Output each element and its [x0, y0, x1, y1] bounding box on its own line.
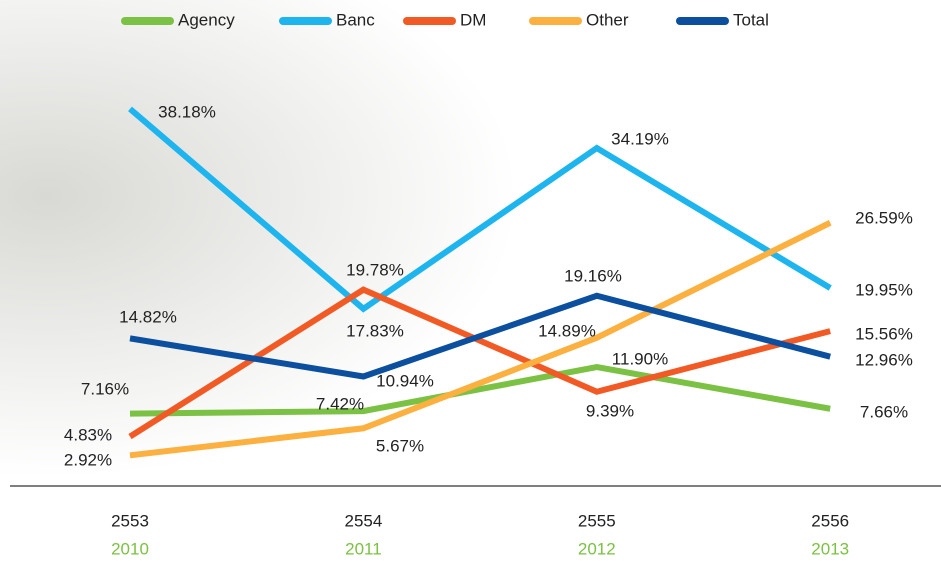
x-tick-label: 2554 — [344, 511, 382, 530]
data-label: 2.92% — [64, 450, 112, 469]
legend-label: DM — [460, 10, 486, 29]
data-label: 19.16% — [564, 266, 622, 285]
data-label: 7.16% — [81, 379, 129, 398]
data-label: 5.67% — [376, 436, 424, 455]
data-label: 17.83% — [346, 321, 404, 340]
legend-label: Agency — [178, 10, 235, 29]
x-tick-label: 2553 — [111, 511, 149, 530]
data-label: 4.83% — [64, 425, 112, 444]
data-label: 10.94% — [376, 371, 434, 390]
data-label: 19.78% — [346, 260, 404, 279]
data-label: 14.89% — [538, 321, 596, 340]
data-label: 14.82% — [119, 307, 177, 326]
series-line — [129, 364, 831, 417]
data-label: 19.95% — [855, 280, 913, 299]
legend-label: Other — [586, 10, 629, 29]
x-tick-label: 2556 — [811, 511, 849, 530]
series-line — [128, 106, 832, 313]
x-tick-label: 2555 — [578, 511, 616, 530]
data-label: 12.96% — [855, 350, 913, 369]
series-line — [129, 220, 832, 459]
series-line — [128, 286, 831, 440]
data-label: 9.39% — [586, 401, 634, 420]
data-label: 11.90% — [612, 349, 668, 368]
x-tick-label-alt: 2011 — [345, 539, 382, 558]
x-tick-label-alt: 2013 — [811, 539, 849, 558]
data-label: 34.19% — [611, 129, 669, 148]
legend-label: Total — [733, 10, 769, 29]
x-tick-label-alt: 2012 — [578, 539, 616, 558]
x-tick-label-alt: 2010 — [111, 539, 149, 558]
data-label: 7.66% — [860, 402, 908, 421]
series-line — [129, 292, 831, 380]
data-label: 26.59% — [855, 208, 913, 227]
data-label: 38.18% — [158, 102, 216, 121]
legend-label: Banc — [336, 10, 375, 29]
data-label: 7.42% — [316, 394, 364, 413]
data-label: 15.56% — [855, 324, 913, 343]
